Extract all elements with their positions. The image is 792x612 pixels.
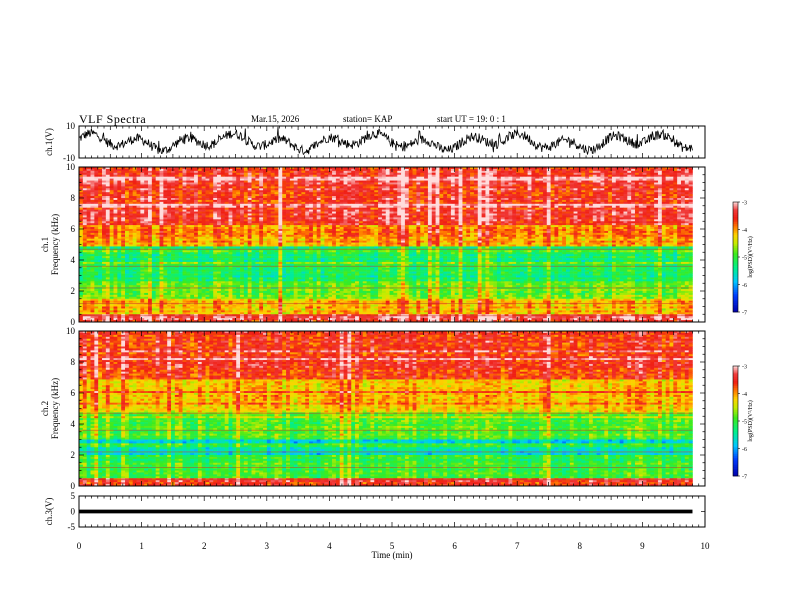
ch2-label: ch.2 bbox=[40, 401, 50, 416]
ch1-colorbar-tick-label: -5 bbox=[742, 256, 747, 262]
x-tick-label: 8 bbox=[578, 541, 583, 551]
ch3-axis-label: ch.3(V) bbox=[44, 498, 54, 526]
ch1-spectrogram bbox=[79, 167, 693, 322]
ch1-colorbar bbox=[733, 202, 738, 312]
ch1-freq-tick-label: 6 bbox=[71, 224, 76, 234]
x-tick-label: 7 bbox=[515, 541, 520, 551]
ch2-freq-tick-label: 6 bbox=[71, 388, 76, 398]
ch1-colorbar-tick-label: -7 bbox=[742, 311, 747, 317]
ch2-freq-tick-label: 4 bbox=[71, 419, 76, 429]
ch2-colorbar-tick-label: -5 bbox=[742, 420, 747, 426]
ch1-colorbar-tick-label: -3 bbox=[742, 201, 747, 207]
ch1-colorbar-label: log(PSD)(V²/Hz) bbox=[747, 236, 754, 277]
ch2-ylabel: Frequency (kHz) bbox=[50, 378, 60, 439]
ch1-colorbar-tick-label: -6 bbox=[742, 283, 747, 289]
ch1-ylabel: Frequency (kHz) bbox=[50, 214, 60, 275]
x-tick-label: 10 bbox=[701, 541, 711, 551]
ch2-colorbar-tick-label: -6 bbox=[742, 447, 747, 453]
ch2-freq-tick-label: 10 bbox=[66, 326, 76, 336]
ch3-ytick-label: 5 bbox=[71, 491, 76, 501]
ch1-ytick-label: 10 bbox=[66, 121, 76, 131]
x-tick-label: 0 bbox=[77, 541, 82, 551]
x-tick-label: 2 bbox=[202, 541, 207, 551]
x-tick-label: 1 bbox=[139, 541, 144, 551]
ch1-freq-tick-label: 2 bbox=[71, 286, 76, 296]
x-tick-label: 6 bbox=[452, 541, 457, 551]
ch1-label: ch.1 bbox=[40, 237, 50, 252]
ch2-colorbar bbox=[733, 366, 738, 476]
ch3-signal-band bbox=[79, 510, 692, 514]
ch3-ytick-label: -5 bbox=[68, 522, 76, 532]
x-tick-label: 9 bbox=[640, 541, 645, 551]
ch2-freq-tick-label: 2 bbox=[71, 450, 76, 460]
ch1-waveform-line bbox=[79, 127, 693, 155]
ch1-freq-tick-label: 4 bbox=[71, 255, 76, 265]
ch1-axis-label: ch.1(V) bbox=[44, 128, 54, 156]
ch1-freq-tick-label: 10 bbox=[66, 162, 76, 172]
x-tick-label: 3 bbox=[265, 541, 270, 551]
ch3-ytick-label: 0 bbox=[71, 507, 76, 517]
ch1-freq-tick-label: 8 bbox=[71, 193, 76, 203]
ch2-spectrogram bbox=[79, 331, 693, 486]
ch2-colorbar-tick-label: -3 bbox=[742, 365, 747, 371]
x-tick-label: 4 bbox=[327, 541, 332, 551]
ch1-colorbar-tick-label: -4 bbox=[742, 228, 747, 234]
ch2-colorbar-tick-label: -7 bbox=[742, 475, 747, 481]
ch2-freq-tick-label: 8 bbox=[71, 357, 76, 367]
ch2-colorbar-tick-label: -4 bbox=[742, 392, 747, 398]
ch2-freq-tick-label: 0 bbox=[71, 481, 76, 491]
ch2-colorbar-label: log(PSD)(V²/Hz) bbox=[747, 400, 754, 441]
x-axis-label: Time (min) bbox=[372, 550, 413, 560]
